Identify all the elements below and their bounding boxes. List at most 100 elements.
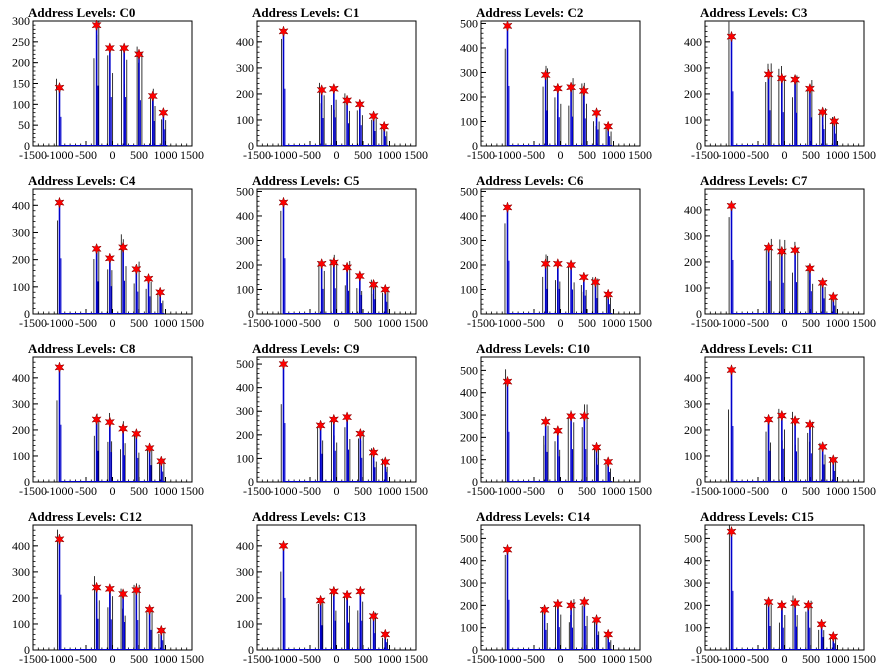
x-tick-label: 1500 (180, 316, 204, 330)
y-tick-label: 0 (472, 475, 478, 489)
y-tick-label: 100 (460, 282, 478, 296)
x-tick-label: -1500 (243, 316, 271, 330)
x-tick-label: -1500 (19, 652, 47, 666)
y-tick-label: 300 (460, 233, 478, 247)
y-tick-label: 500 (460, 363, 478, 377)
peak-marker-star (552, 257, 564, 270)
x-tick-label: -1000 (46, 484, 74, 498)
peak-marker-star (379, 120, 390, 133)
histogram-plot: 0 100 200 300 400 500 -1500-1000 -500 0 500 1000 15… (460, 184, 652, 330)
histogram-panel: Address Levels: C15 0 100 200 300 400 500 -1500… (672, 504, 896, 672)
peak-marker-star (789, 73, 801, 86)
x-tick-label: -1500 (243, 484, 271, 498)
peak-marker-star (590, 276, 601, 289)
peak-marker-star (776, 409, 788, 422)
peak-marker-star (104, 252, 116, 265)
x-tick-label: -1500 (467, 316, 495, 330)
y-tick-label: 0 (24, 475, 30, 489)
x-tick-label: -1000 (718, 316, 746, 330)
y-tick-label: 300 (460, 65, 478, 79)
x-tick-label: -500 (747, 316, 769, 330)
peak-marker-star (540, 257, 551, 270)
peak-marker-star (828, 453, 839, 466)
x-tick-label: 1000 (826, 484, 850, 498)
x-tick-label: -1500 (467, 148, 495, 162)
peak-marker-star (143, 272, 154, 285)
x-tick-label: -500 (299, 652, 321, 666)
panel-title: Address Levels: C0 (28, 5, 136, 20)
histogram-plot: 0 100 200 300 400 500 -1500-1000 -500 0 500 1000 15… (684, 524, 876, 666)
peak-marker-star (316, 84, 327, 96)
x-tick-label: 500 (354, 652, 372, 666)
x-tick-label: 0 (110, 148, 116, 162)
x-tick-label: 1000 (602, 652, 626, 666)
x-tick-label: 500 (578, 484, 596, 498)
x-tick-label: 500 (354, 316, 372, 330)
x-tick-label: -500 (75, 484, 97, 498)
peak-marker-star (380, 456, 391, 468)
peak-marker-star (328, 256, 340, 269)
histogram-panel: Address Levels: C10 0 100 200 300 400 500 -1500… (448, 336, 672, 504)
x-tick-label: 1000 (826, 316, 850, 330)
y-tick-label: 100 (236, 451, 254, 465)
x-tick-label: 0 (782, 316, 788, 330)
y-tick-label: 400 (236, 381, 254, 395)
peak-marker-star (502, 19, 513, 32)
peak-marker-star (763, 241, 774, 254)
y-tick-label: 200 (12, 423, 30, 437)
x-tick-label: -1500 (691, 148, 719, 162)
x-tick-label: 500 (578, 148, 596, 162)
peak-marker-star (829, 115, 840, 128)
peak-marker-star (502, 375, 513, 388)
y-tick-label: 400 (460, 554, 478, 568)
x-tick-label: 0 (558, 316, 564, 330)
y-tick-label: 200 (236, 428, 254, 442)
y-tick-label: 300 (12, 225, 30, 239)
y-tick-label: 200 (460, 430, 478, 444)
peak-marker-star (328, 585, 340, 598)
x-tick-label: -1000 (270, 148, 298, 162)
x-tick-label: 0 (558, 652, 564, 666)
panel-title: Address Levels: C13 (252, 509, 366, 524)
peak-marker-star (328, 413, 340, 426)
peak-marker-star (341, 94, 353, 107)
y-tick-label: 200 (684, 423, 702, 437)
x-tick-label: -500 (299, 484, 321, 498)
histogram-plot: 0 100 200 300 400 -1500-1000 -500 0 500 1000 1500 (12, 524, 204, 666)
y-tick-label: 300 (12, 14, 30, 28)
y-tick-label: 400 (460, 386, 478, 400)
y-tick-label: 0 (248, 643, 254, 657)
x-tick-label: 1500 (852, 148, 876, 162)
y-tick-label: 200 (12, 56, 30, 70)
peak-marker-star (54, 196, 65, 209)
plot-frame (32, 188, 193, 315)
peak-marker-star (278, 25, 289, 38)
y-tick-label: 150 (12, 77, 30, 91)
peak-marker-star (578, 84, 589, 97)
x-tick-label: -500 (523, 484, 545, 498)
x-tick-label: -1000 (718, 148, 746, 162)
x-tick-label: 1000 (378, 316, 402, 330)
peak-marker-star (144, 603, 155, 616)
peak-marker-star (726, 30, 737, 43)
panel-title: Address Levels: C1 (252, 5, 360, 20)
peak-marker-star (579, 596, 590, 608)
x-tick-label: 1000 (378, 484, 402, 498)
y-tick-label: 0 (696, 307, 702, 321)
peak-marker-star (804, 262, 816, 275)
peak-marker-star (341, 589, 353, 602)
x-tick-label: 1500 (628, 148, 652, 162)
x-tick-label: -1500 (691, 316, 719, 330)
y-tick-label: 400 (460, 41, 478, 55)
x-tick-label: 1500 (180, 652, 204, 666)
peak-marker-star (579, 410, 590, 423)
x-tick-label: -500 (747, 484, 769, 498)
x-tick-label: 500 (802, 316, 820, 330)
x-tick-label: 1500 (180, 148, 204, 162)
x-tick-label: 0 (110, 652, 116, 666)
y-tick-label: 300 (236, 233, 254, 247)
peak-marker-star (54, 533, 65, 546)
x-tick-label: -1000 (270, 484, 298, 498)
y-tick-label: 300 (12, 565, 30, 579)
peak-marker-star (776, 72, 788, 85)
